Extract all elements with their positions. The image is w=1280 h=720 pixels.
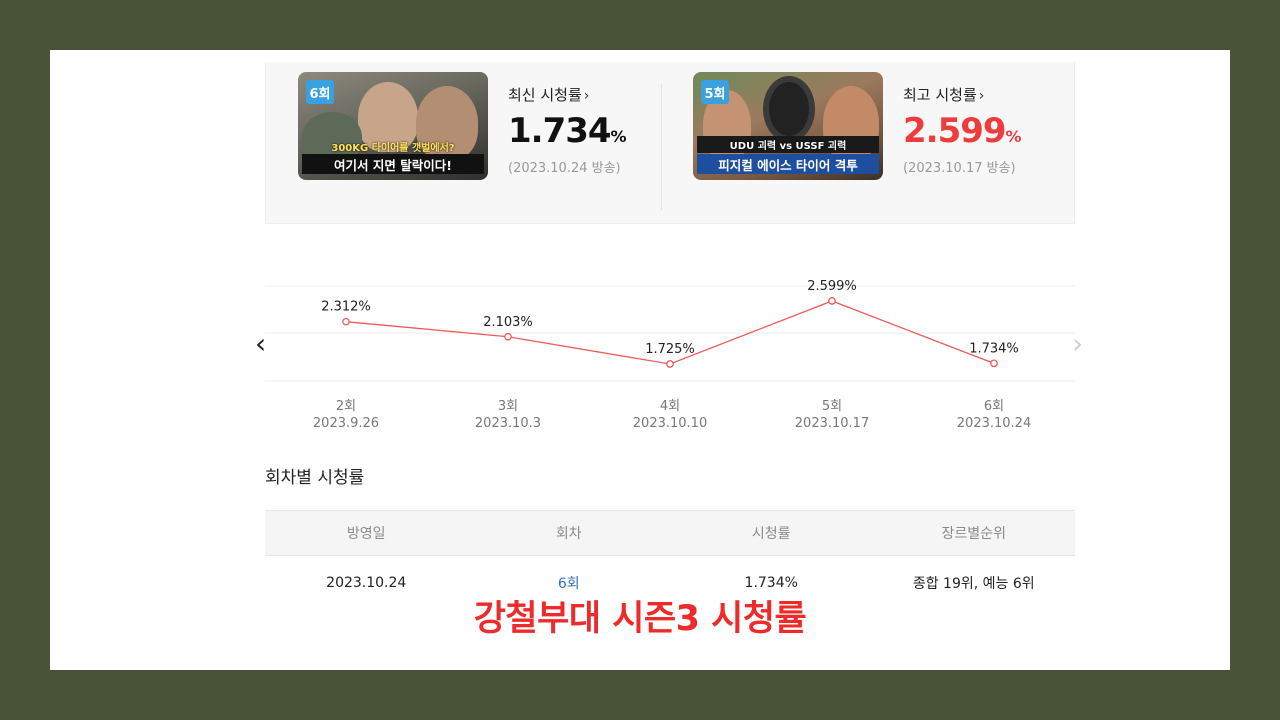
data-point xyxy=(828,297,836,305)
best-rating-link[interactable]: 최고 시청률 › xyxy=(903,84,1023,105)
x-tick-episode: 4회 xyxy=(660,399,680,414)
data-label: 1.725% xyxy=(645,342,695,357)
x-tick-episode: 5회 xyxy=(822,399,842,414)
latest-rating-value: 1.734% xyxy=(508,111,628,157)
episode-ratings-table: 방영일 회차 시청률 장르별순위 2023.10.24 6회 1.734% 종합… xyxy=(265,510,1075,610)
latest-rating-label: 최신 시청률 xyxy=(508,86,582,104)
x-tick-episode: 2회 xyxy=(336,399,356,414)
latest-rating-link[interactable]: 최신 시청률 › xyxy=(508,84,628,105)
percent-unit: % xyxy=(1005,127,1022,146)
column-header-genre-rank: 장르별순위 xyxy=(872,510,1075,556)
column-header-rating: 시청률 xyxy=(670,510,873,556)
summary-divider xyxy=(661,84,662,210)
episode-badge: 6회 xyxy=(306,80,334,104)
x-tick-date: 2023.10.24 xyxy=(957,416,1031,431)
latest-broadcast-date: (2023.10.24 방송) xyxy=(508,161,621,176)
data-point xyxy=(342,317,350,326)
data-point xyxy=(990,359,998,368)
best-rating-label: 최고 시청률 xyxy=(903,86,977,104)
best-rating-value: 2.599% xyxy=(903,111,1023,157)
x-tick-episode: 6회 xyxy=(984,399,1004,414)
chevron-right-icon[interactable]: › xyxy=(1072,327,1084,360)
data-label: 2.103% xyxy=(483,315,533,330)
best-episode-thumbnail[interactable]: 5회 UDU 괴력 vs USSF 괴력 피지컬 에이스 타이어 격투 xyxy=(693,72,883,180)
chevron-right-icon: › xyxy=(583,88,590,104)
table-row: 2023.10.24 6회 1.734% 종합 19위, 예능 6위 xyxy=(265,556,1075,611)
cell-rating: 1.734% xyxy=(744,575,798,591)
latest-rating-info: 최신 시청률 › 1.734% (2023.10.24 방송) xyxy=(508,84,628,179)
chevron-left-icon[interactable]: ‹ xyxy=(255,327,267,360)
thumbnail-figure xyxy=(302,112,362,162)
section-title: 회차별 시청률 xyxy=(265,468,365,488)
content-panel: 6회 300KG 타이어를 갯벌에서? 여기서 지면 탈락이다! 최신 시청률 ›… xyxy=(50,50,1230,670)
thumbnail-caption-top: UDU 괴력 vs USSF 괴력 xyxy=(697,136,879,153)
best-broadcast-date: (2023.10.17 방송) xyxy=(903,161,1016,176)
x-tick-date: 2023.10.17 xyxy=(795,416,869,431)
best-rating-info: 최고 시청률 › 2.599% (2023.10.17 방송) xyxy=(903,84,1023,179)
ratings-line-chart: 2.312% 2회 2023.9.26 2.103% 3회 2023.10.3 1.725%… xyxy=(265,279,1075,431)
cell-genre-rank: 종합 19위, 예능 6위 xyxy=(912,576,1035,592)
thumbnail-figure xyxy=(416,86,478,160)
cell-episode-link[interactable]: 6회 xyxy=(557,576,580,592)
thumbnail-caption-bottom: 여기서 지면 탈락이다! xyxy=(302,154,484,174)
table-header-row: 방영일 회차 시청률 장르별순위 xyxy=(265,510,1075,556)
percent-unit: % xyxy=(610,127,627,146)
x-tick-episode: 3회 xyxy=(498,399,518,414)
thumbnail-caption-top: 300KG 타이어를 갯벌에서? xyxy=(331,143,455,154)
episode-badge: 5회 xyxy=(701,80,729,104)
column-header-airdate: 방영일 xyxy=(265,510,468,556)
data-label: 1.734% xyxy=(969,341,1019,356)
latest-rating-number: 1.734 xyxy=(508,111,612,151)
ratings-summary: 6회 300KG 타이어를 갯벌에서? 여기서 지면 탈락이다! 최신 시청률 ›… xyxy=(265,62,1075,224)
chevron-right-icon: › xyxy=(978,88,985,104)
thumbnail-figure xyxy=(358,82,418,152)
best-rating-number: 2.599 xyxy=(903,111,1007,151)
x-tick-date: 2023.10.3 xyxy=(475,416,541,431)
data-label: 2.312% xyxy=(321,300,371,315)
data-point xyxy=(504,332,512,341)
latest-episode-thumbnail[interactable]: 6회 300KG 타이어를 갯벌에서? 여기서 지면 탈락이다! xyxy=(298,72,488,180)
data-point xyxy=(666,360,674,368)
data-label: 2.599% xyxy=(807,279,857,294)
overlay-title: 강철부대 시즌3 시청률 xyxy=(473,599,807,639)
thumbnail-caption-bottom: 피지컬 에이스 타이어 격투 xyxy=(697,154,879,174)
x-tick-date: 2023.10.10 xyxy=(633,416,707,431)
x-tick-date: 2023.9.26 xyxy=(313,416,379,431)
cell-airdate: 2023.10.24 xyxy=(326,575,407,591)
column-header-episode: 회차 xyxy=(467,510,670,556)
